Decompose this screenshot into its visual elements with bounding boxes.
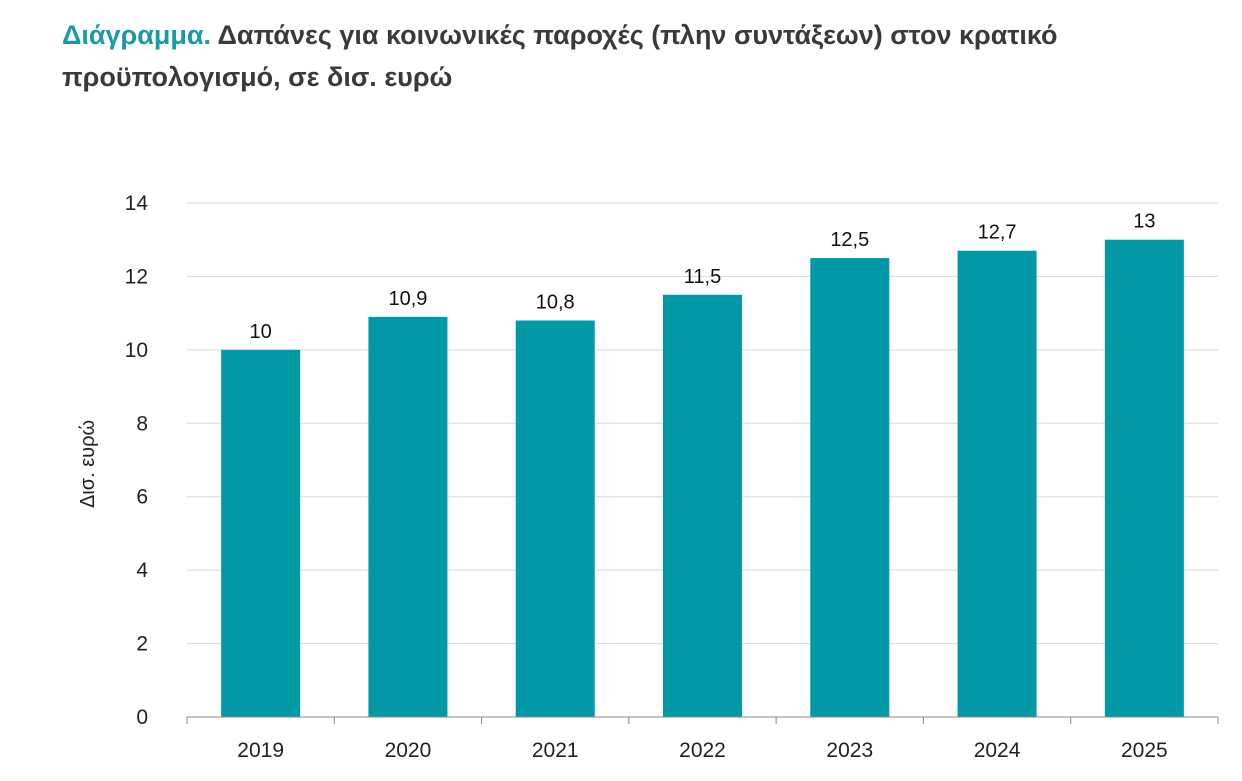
x-tick-label: 2019	[237, 739, 284, 762]
y-tick-label: 8	[136, 412, 148, 435]
bar	[368, 316, 448, 717]
y-axis-ticks: 0 2 4 6 8 10 12 14	[125, 192, 149, 729]
data-label: 13	[1133, 211, 1155, 233]
data-label: 11,5	[684, 266, 721, 288]
bars	[221, 239, 1184, 717]
y-tick-label: 0	[136, 706, 148, 729]
chart-title-lead: Διάγραμμα.	[62, 20, 211, 50]
y-tick-label: 14	[125, 192, 149, 215]
bar	[810, 258, 890, 717]
y-tick-label: 10	[125, 339, 148, 362]
x-tick-label: 2022	[679, 739, 726, 762]
data-label: 10	[250, 321, 272, 343]
chart-title-text: Δαπάνες για κοινωνικές παροχές (πλην συν…	[62, 20, 1058, 92]
bar	[221, 349, 301, 717]
y-tick-label: 6	[136, 486, 148, 509]
bar	[663, 294, 742, 717]
data-label: 10,9	[388, 288, 427, 310]
data-label: 12,5	[830, 229, 869, 251]
bar	[515, 320, 595, 717]
y-tick-label: 2	[136, 633, 148, 656]
y-tick-label: 12	[125, 265, 148, 288]
data-label: 10,8	[536, 291, 575, 313]
x-tick-label: 2021	[532, 739, 579, 762]
chart-title: Διάγραμμα. Δαπάνες για κοινωνικές παροχέ…	[62, 14, 1222, 98]
data-labels: 10 10,9 10,8 11,5 12,5 12,7 13	[250, 211, 1156, 343]
bar	[1104, 239, 1184, 717]
y-tick-label: 4	[136, 559, 148, 582]
x-tick-label: 2025	[1121, 739, 1168, 762]
x-axis-ticks: 2019 2020 2021 2022 2023 2024 2025	[186, 717, 1219, 762]
x-tick-label: 2023	[826, 739, 873, 762]
data-label: 12,7	[978, 222, 1017, 244]
x-tick-label: 2020	[385, 739, 432, 762]
y-axis-label: Δισ. ευρώ	[77, 420, 99, 508]
bar	[957, 250, 1037, 717]
x-tick-label: 2024	[974, 739, 1021, 762]
